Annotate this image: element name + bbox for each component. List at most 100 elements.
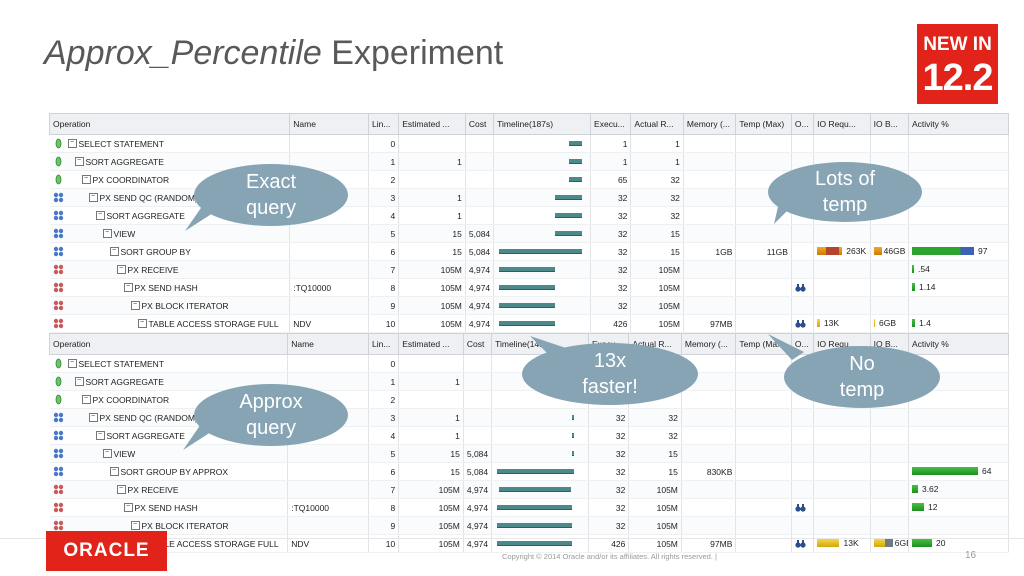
col-header[interactable]: Operation bbox=[48, 333, 289, 355]
io-requests-cell bbox=[813, 224, 871, 243]
line-cell: 7 bbox=[368, 260, 400, 279]
timeline-bar bbox=[498, 285, 555, 290]
tree-toggle-icon[interactable]: − bbox=[74, 377, 84, 386]
estimated-rows-cell: 1 bbox=[398, 426, 464, 445]
col-header[interactable]: Cost bbox=[464, 113, 495, 135]
plan-row[interactable]: − PX RECEIVE 7 105M 4,974 32 105M .54 bbox=[49, 260, 1010, 279]
binoculars-icon[interactable] bbox=[795, 538, 806, 549]
col-header[interactable]: Estimated ... bbox=[398, 333, 464, 355]
timeline-cell bbox=[493, 134, 592, 153]
tree-toggle-icon[interactable]: − bbox=[95, 211, 105, 220]
col-header[interactable]: Cost bbox=[462, 333, 493, 355]
col-header[interactable]: Lin... bbox=[367, 333, 400, 355]
temp-cell bbox=[735, 444, 792, 463]
plan-row[interactable]: − PX SEND HASH:TQ10000 8 105M 4,974 32 105M 12 bbox=[49, 498, 1010, 517]
col-header[interactable]: Name bbox=[289, 113, 369, 135]
memory-cell bbox=[683, 134, 737, 153]
temp-cell bbox=[735, 372, 792, 391]
tree-toggle-icon[interactable]: − bbox=[137, 319, 147, 328]
tree-toggle-icon[interactable]: − bbox=[67, 359, 77, 368]
plan-row[interactable]: − PX BLOCK ITERATOR 9 105M 4,974 32 105M bbox=[49, 296, 1010, 315]
tree-toggle-icon[interactable]: − bbox=[130, 521, 140, 530]
col-header[interactable]: IO Requ... bbox=[813, 113, 871, 135]
col-header[interactable]: Temp (Max) bbox=[735, 113, 792, 135]
col-header[interactable]: Timeline(187s) bbox=[493, 113, 592, 135]
plan-row[interactable]: − SORT GROUP BY APPROX 6 15 5,084 32 15 830KB 64 bbox=[49, 462, 1010, 481]
px-slave-icon bbox=[53, 430, 64, 441]
io-bytes-bar bbox=[873, 319, 876, 327]
tree-toggle-icon[interactable]: − bbox=[81, 395, 91, 404]
tree-toggle-icon[interactable]: − bbox=[109, 467, 119, 476]
col-header[interactable]: O... bbox=[790, 113, 815, 135]
px-slave-icon bbox=[53, 412, 64, 423]
timeline-cell bbox=[491, 534, 590, 553]
tree-toggle-icon[interactable]: − bbox=[102, 449, 112, 458]
binoculars-icon[interactable] bbox=[795, 282, 806, 293]
tree-toggle-icon[interactable]: − bbox=[130, 301, 140, 310]
col-header[interactable]: Name bbox=[287, 333, 369, 355]
tree-toggle-icon[interactable]: − bbox=[123, 283, 133, 292]
plan-row[interactable]: −TABLE ACCESS STORAGE FULLNDV10105M4,974… bbox=[49, 534, 1010, 553]
cost-cell: 5,084 bbox=[465, 242, 495, 261]
plan-row[interactable]: − SELECT STATEMENT 0 1 1 bbox=[49, 134, 1010, 153]
plan-row[interactable]: − PX SEND HASH:TQ10000 8 105M 4,974 32 105M 1.1… bbox=[49, 278, 1010, 297]
offload-cell bbox=[791, 242, 815, 261]
plan-row[interactable]: − PX BLOCK ITERATOR 9 105M 4,974 32 105M bbox=[49, 516, 1010, 535]
binoculars-icon[interactable] bbox=[795, 502, 806, 513]
tree-toggle-icon[interactable]: − bbox=[81, 175, 91, 184]
tree-toggle-icon[interactable]: − bbox=[109, 247, 119, 256]
tree-toggle-icon[interactable]: − bbox=[74, 157, 84, 166]
callout-lots-text: Lots of temp bbox=[814, 168, 876, 216]
temp-cell bbox=[735, 516, 792, 535]
memory-cell: 1GB bbox=[683, 242, 737, 261]
estimated-rows-cell: 15 bbox=[398, 462, 464, 481]
estimated-rows-cell: 1 bbox=[398, 206, 466, 225]
col-header[interactable]: Activity % bbox=[907, 113, 1010, 135]
binoculars-icon[interactable] bbox=[795, 318, 806, 329]
px-slave-icon bbox=[53, 210, 64, 221]
actual-rows-cell: 105M bbox=[628, 498, 682, 517]
col-header[interactable]: Lin... bbox=[367, 113, 400, 135]
tree-toggle-icon[interactable]: − bbox=[123, 503, 133, 512]
memory-cell bbox=[681, 390, 737, 409]
activity-cell: 97 bbox=[908, 242, 1010, 261]
plan-row[interactable]: − PX RECEIVE 7 105M 4,974 32 105M 3.62 bbox=[49, 480, 1010, 499]
col-header[interactable]: Memory (... bbox=[682, 113, 737, 135]
col-header[interactable]: Execu... bbox=[590, 113, 632, 135]
temp-cell bbox=[735, 534, 792, 553]
col-header[interactable]: Actual R... bbox=[630, 113, 684, 135]
temp-cell bbox=[735, 390, 792, 409]
plan-row[interactable]: − SORT AGGREGATE 1 1 1 1 bbox=[49, 152, 1010, 171]
tree-toggle-icon[interactable]: − bbox=[116, 485, 126, 494]
plan-row[interactable]: − VIEW 5 15 5,084 32 15 bbox=[49, 224, 1010, 243]
io-requests-cell bbox=[813, 134, 871, 153]
col-header[interactable]: Estimated ... bbox=[398, 113, 466, 135]
callout-exact-query: Exact query bbox=[194, 164, 348, 226]
col-header[interactable]: Operation bbox=[48, 113, 291, 135]
tree-toggle-icon[interactable]: − bbox=[88, 193, 98, 202]
operation-cell: − SELECT STATEMENT bbox=[49, 134, 291, 153]
io-requests-cell: 13K bbox=[813, 314, 871, 333]
callout-faster-text: 13x faster! bbox=[582, 350, 638, 398]
estimated-rows-cell: 15 bbox=[398, 242, 466, 261]
col-header[interactable]: Activity % bbox=[907, 333, 1010, 355]
tree-toggle-icon[interactable]: − bbox=[88, 413, 98, 422]
tree-toggle-icon[interactable]: − bbox=[102, 229, 112, 238]
temp-cell bbox=[735, 296, 792, 315]
timeline-bar bbox=[498, 267, 555, 272]
col-header[interactable]: Memory (... bbox=[680, 333, 737, 355]
tree-toggle-icon[interactable]: − bbox=[95, 431, 105, 440]
actual-rows-cell: 32 bbox=[628, 426, 682, 445]
tree-toggle-icon[interactable]: − bbox=[67, 139, 77, 148]
plan-row[interactable]: − VIEW 5 15 5,084 32 15 bbox=[49, 444, 1010, 463]
plan-row[interactable]: − SORT GROUP BY 6 15 5,084 32 15 1GB 11GB 263K 46G… bbox=[49, 242, 1010, 261]
name-cell bbox=[287, 516, 369, 535]
tree-toggle-icon[interactable]: − bbox=[116, 265, 126, 274]
col-header[interactable]: IO B... bbox=[869, 113, 909, 135]
actual-rows-cell: 105M bbox=[630, 260, 684, 279]
px-send-icon bbox=[53, 318, 64, 329]
col-header[interactable]: Temp (Max) bbox=[735, 333, 792, 355]
operation-cell: − PX BLOCK ITERATOR bbox=[49, 296, 291, 315]
executions-cell: 32 bbox=[588, 498, 630, 517]
